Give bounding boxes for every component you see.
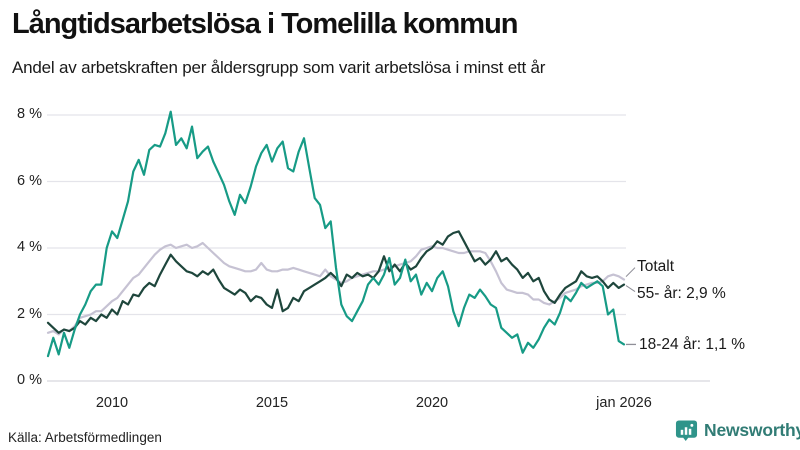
annotation-connector	[625, 267, 636, 277]
chart-title: Långtidsarbetslösa i Tomelilla kommun	[12, 8, 519, 40]
x-axis-tick-label: 2020	[415, 395, 449, 411]
annotation-connector	[625, 285, 636, 292]
y-axis-tick-label: 6 %	[17, 172, 42, 189]
series-line-totalt	[46, 241, 626, 336]
newsworthy-wordmark: Newsworthy	[704, 419, 800, 440]
chart-subtitle: Andel av arbetskraften per åldersgrupp s…	[12, 58, 546, 77]
annotation-18-24: 18-24 år: 1,1 %	[639, 336, 745, 353]
series-line-55-r	[46, 230, 626, 334]
x-axis-tick-label: jan 2026	[596, 395, 652, 411]
y-axis-tick-label: 0 %	[17, 372, 42, 388]
y-axis-tick-label: 2 %	[17, 305, 42, 322]
series-line-18-24-r	[46, 110, 626, 358]
x-axis-tick-label: 2015	[255, 395, 289, 411]
bar-chart-speech-bubble-icon	[675, 419, 698, 441]
y-axis-tick-label: 8 %	[17, 106, 42, 122]
source-note: Källa: Arbetsförmedlingen	[8, 430, 162, 445]
x-axis-tick-label: 2010	[95, 395, 129, 411]
y-axis-tick-label: 4 %	[17, 239, 42, 255]
annotation-55-plus: 55- år: 2,9 %	[637, 285, 726, 302]
annotation-totalt: Totalt	[637, 258, 675, 275]
newsworthy-logo: Newsworthy	[675, 418, 800, 442]
